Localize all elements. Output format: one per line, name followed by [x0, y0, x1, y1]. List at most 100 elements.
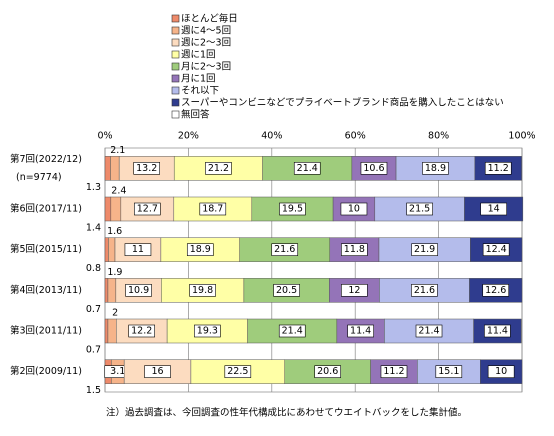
legend-swatch: [171, 14, 180, 23]
bar-segment: [110, 196, 122, 222]
category-label: 第2回(2009/11): [10, 365, 82, 377]
legend-swatch: [171, 110, 180, 119]
value-label-box: [435, 365, 463, 378]
value-label: 21.9: [414, 244, 435, 255]
value-label: 2.1: [110, 145, 125, 156]
plot-frame: [104, 147, 523, 393]
value-label-box: [482, 284, 510, 297]
value-label: 21.4: [297, 163, 318, 174]
value-label: 16: [151, 366, 163, 377]
value-label-box: [273, 284, 300, 297]
value-label: 12.2: [131, 326, 152, 337]
sample-size: (n=9774): [16, 172, 62, 183]
bar-segment: [104, 278, 109, 303]
value-label: 21.6: [414, 285, 435, 296]
value-label-box: [341, 284, 368, 297]
legend-label: 週に2～3回: [181, 37, 231, 49]
value-label-box: [411, 284, 438, 297]
value-label-box: [189, 284, 216, 297]
category-label: 第4回(2013/11): [10, 284, 82, 296]
value-label: 12: [348, 285, 360, 296]
value-label: 18.7: [202, 204, 223, 215]
value-label-box: [340, 202, 368, 216]
value-label: 10: [348, 204, 360, 215]
value-label-box: [199, 202, 227, 216]
value-label: 2: [112, 308, 118, 319]
value-label-box: [487, 365, 515, 378]
value-label-box: [341, 243, 368, 256]
value-label-box: [224, 365, 252, 378]
value-label-box: [124, 243, 152, 256]
legend-swatch: [171, 62, 180, 71]
value-label: 1.6: [107, 226, 122, 237]
value-label-box: [125, 284, 152, 297]
bar-segment: [104, 318, 109, 344]
value-label: 11.8: [344, 244, 365, 255]
value-label: 0.8: [86, 263, 101, 274]
value-label: 20.5: [276, 285, 297, 296]
legend-swatch: [171, 74, 180, 83]
legend-label: 月に2～3回: [181, 62, 231, 73]
value-label: 20.6: [317, 366, 338, 377]
value-label: 12.7: [137, 204, 158, 215]
category-label: 第6回(2017/11): [10, 203, 82, 215]
bar-segment: [104, 196, 112, 222]
bar-segment: [262, 156, 353, 181]
value-label-box: [133, 162, 160, 175]
bar-segment: [107, 278, 117, 303]
value-label-box: [360, 162, 388, 175]
value-label-box: [415, 324, 443, 338]
bar-segment: [107, 318, 117, 344]
x-tick-label: 100%: [508, 131, 535, 142]
value-label: 21.5: [409, 204, 430, 215]
category-label: 第3回(2011/11): [10, 325, 82, 337]
value-label-box: [480, 202, 507, 216]
x-tick-label: 20%: [178, 131, 199, 142]
value-label: 11.4: [350, 326, 371, 337]
value-label: 11: [132, 244, 144, 255]
value-label: 11.2: [383, 366, 404, 377]
value-label-box: [205, 162, 232, 175]
value-label-box: [411, 243, 438, 256]
value-label: 1.5: [86, 385, 101, 396]
value-label: 12.4: [486, 244, 507, 255]
x-tick-label: 60%: [345, 131, 366, 142]
value-label: 10.6: [363, 163, 384, 174]
value-label: 10.9: [128, 285, 149, 296]
value-label: 14: [488, 204, 500, 215]
legend-swatch: [171, 38, 180, 47]
value-label: 0.7: [86, 345, 101, 356]
legend-label: それ以下: [181, 86, 219, 97]
bar-segment: [108, 237, 116, 262]
footnote: 注）過去調査は、今回調査の性年代構成比にあわせてウエイトバックをした集計値。: [106, 407, 467, 419]
bar-segment: [110, 156, 120, 181]
legend-swatch: [171, 50, 180, 59]
value-label: 11.4: [487, 326, 508, 337]
value-label: 22.5: [227, 366, 248, 377]
value-label-box: [278, 324, 306, 338]
value-label: 18.9: [425, 163, 446, 174]
value-label: 1.3: [86, 182, 101, 193]
value-label-box: [293, 162, 321, 175]
legend-label: 無回答: [181, 109, 210, 121]
value-label: 18.9: [190, 244, 211, 255]
value-label: 10: [495, 366, 507, 377]
value-label: 13.2: [136, 163, 157, 174]
value-label-box: [484, 324, 511, 338]
value-label: 19.5: [282, 204, 303, 215]
value-label: 21.4: [418, 326, 439, 337]
value-label-box: [314, 365, 341, 378]
x-tick-label: 80%: [428, 131, 449, 142]
value-label-box: [271, 243, 299, 256]
value-label-box: [422, 162, 449, 175]
value-label: 19.8: [192, 285, 213, 296]
value-label-box: [194, 324, 221, 338]
value-label-box: [484, 162, 512, 175]
bar-segment: [474, 156, 522, 181]
value-label: 1.9: [107, 267, 122, 278]
category-label: 第5回(2015/11): [10, 243, 82, 255]
value-label: 19.3: [197, 326, 218, 337]
legend-label: 週に4～5回: [181, 25, 231, 37]
value-label: 11.2: [488, 163, 509, 174]
value-label-box: [134, 202, 161, 216]
